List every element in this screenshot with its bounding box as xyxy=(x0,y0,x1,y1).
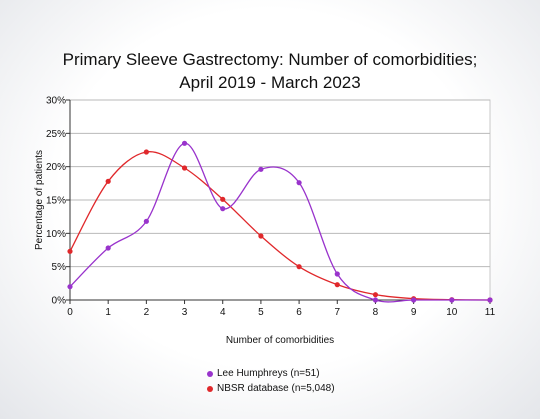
data-point xyxy=(181,165,188,171)
x-tick-label: 11 xyxy=(485,307,496,318)
legend-marker xyxy=(207,385,213,392)
x-tick-label: 9 xyxy=(411,307,417,318)
data-point xyxy=(449,297,455,303)
legend-label: Lee Humphreys (n=51) xyxy=(217,368,320,379)
data-point xyxy=(220,196,226,202)
data-point xyxy=(67,284,73,290)
legend: Lee Humphreys (n=51) NBSR database (n=5,0… xyxy=(207,366,335,396)
y-axis-title: Percentage of patients xyxy=(34,150,45,250)
y-tick-label: 20% xyxy=(46,162,66,173)
x-tick-label: 8 xyxy=(373,307,379,318)
x-tick-label: 3 xyxy=(182,307,188,318)
data-point xyxy=(372,297,379,303)
x-tick-label: 6 xyxy=(296,307,302,318)
chart-subtitle: April 2019 - March 2023 xyxy=(179,73,361,92)
legend-label: NBSR database (n=5,048) xyxy=(217,383,335,394)
data-point xyxy=(220,206,226,212)
data-point xyxy=(334,282,340,288)
data-point xyxy=(487,297,493,303)
x-tick-label: 2 xyxy=(144,307,150,318)
y-tick-label: 30% xyxy=(46,96,66,107)
data-point xyxy=(105,178,111,184)
x-tick-label: 7 xyxy=(334,307,340,318)
x-tick-label: 0 xyxy=(67,307,73,318)
data-point xyxy=(143,149,149,155)
data-point xyxy=(258,233,264,239)
x-tick-label: 4 xyxy=(220,307,226,318)
chart-title: Primary Sleeve Gastrectomy: Number of co… xyxy=(62,50,478,69)
data-point xyxy=(296,264,302,270)
x-tick-label: 10 xyxy=(446,307,458,318)
y-tick-label: 10% xyxy=(46,229,66,240)
x-tick-label: 1 xyxy=(105,307,111,318)
data-point xyxy=(296,180,302,186)
data-point xyxy=(143,218,149,224)
data-point xyxy=(334,271,340,277)
y-tick-label: 15% xyxy=(46,196,66,207)
legend-item: NBSR database (n=5,048) xyxy=(207,381,335,396)
y-tick-label: 25% xyxy=(46,129,66,140)
data-point xyxy=(258,166,264,172)
y-tick-label: 0% xyxy=(52,296,67,307)
legend-marker xyxy=(207,370,213,377)
x-tick-label: 5 xyxy=(258,307,264,318)
chart-title-block: Primary Sleeve Gastrectomy: Number of co… xyxy=(0,48,540,94)
data-point xyxy=(411,297,417,303)
data-point xyxy=(67,248,73,254)
x-axis-title: Number of comorbidities xyxy=(226,335,334,346)
data-point xyxy=(372,292,379,298)
y-tick-label: 5% xyxy=(52,262,67,273)
data-point xyxy=(181,140,188,146)
legend-item: Lee Humphreys (n=51) xyxy=(207,366,335,381)
data-point xyxy=(105,245,111,251)
